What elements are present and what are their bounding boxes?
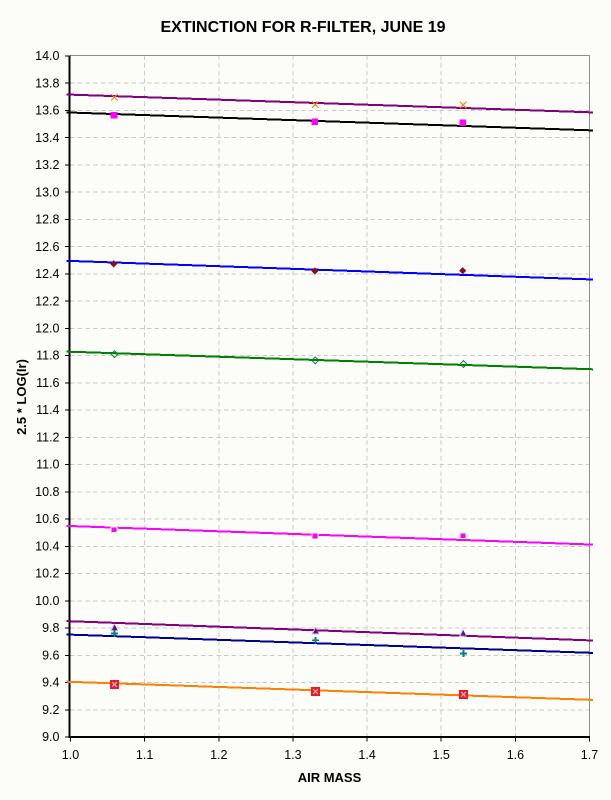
svg-text:1.5: 1.5 (433, 748, 450, 762)
svg-text:1.6: 1.6 (507, 748, 524, 762)
svg-text:11.6: 11.6 (36, 376, 59, 390)
svg-text:12.6: 12.6 (35, 240, 59, 254)
svg-text:10.8: 10.8 (35, 485, 59, 499)
svg-text:9.6: 9.6 (42, 648, 59, 662)
svg-text:1.7: 1.7 (581, 748, 598, 762)
svg-text:13.8: 13.8 (35, 76, 59, 90)
svg-text:12.8: 12.8 (35, 213, 59, 227)
svg-text:1.3: 1.3 (284, 748, 301, 762)
svg-text:9.4: 9.4 (42, 676, 59, 690)
svg-text:1.1: 1.1 (136, 748, 153, 762)
svg-text:13.6: 13.6 (35, 104, 59, 118)
svg-text:12.4: 12.4 (35, 267, 59, 281)
svg-text:11.2: 11.2 (36, 431, 59, 445)
svg-text:1.4: 1.4 (358, 748, 375, 762)
svg-text:9.8: 9.8 (42, 621, 59, 635)
svg-text:14.0: 14.0 (35, 49, 59, 63)
svg-text:13.2: 13.2 (35, 158, 59, 172)
svg-text:1.2: 1.2 (210, 748, 227, 762)
svg-text:12.0: 12.0 (35, 322, 59, 336)
svg-text:1.0: 1.0 (62, 748, 79, 762)
svg-text:EXTINCTION FOR R-FILTER, JUNE: EXTINCTION FOR R-FILTER, JUNE 19 (160, 19, 445, 36)
svg-text:9.0: 9.0 (42, 730, 59, 744)
svg-text:10.6: 10.6 (35, 512, 59, 526)
svg-text:2.5 * LOG(Ir): 2.5 * LOG(Ir) (14, 359, 29, 435)
svg-text:10.0: 10.0 (35, 594, 59, 608)
svg-text:10.2: 10.2 (35, 567, 59, 581)
svg-text:11.8: 11.8 (36, 349, 59, 363)
svg-text:13.0: 13.0 (35, 185, 59, 199)
svg-text:11.0: 11.0 (36, 458, 59, 472)
svg-text:11.4: 11.4 (36, 403, 59, 417)
svg-text:12.2: 12.2 (35, 294, 59, 308)
svg-text:13.4: 13.4 (35, 131, 59, 145)
svg-text:9.2: 9.2 (42, 703, 59, 717)
svg-text:AIR MASS: AIR MASS (298, 770, 362, 785)
svg-text:10.4: 10.4 (35, 539, 59, 553)
